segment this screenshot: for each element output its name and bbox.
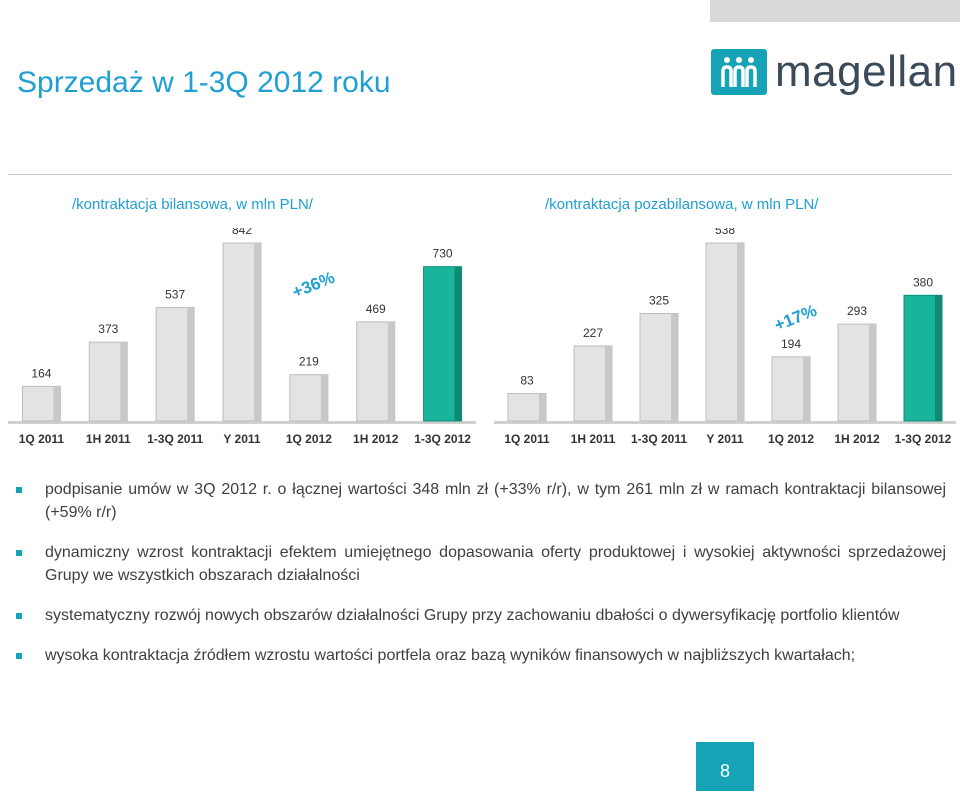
data-label: 325: [649, 293, 669, 307]
bar-shade: [53, 386, 61, 421]
x-tick-label: 1-3Q 2012: [414, 432, 471, 446]
bar-shade: [120, 342, 128, 421]
bullet-list: podpisanie umów w 3Q 2012 r. o łącznej w…: [12, 478, 946, 686]
chart-title-pozabilansowa: /kontraktacja pozabilansowa, w mln PLN/: [545, 196, 819, 213]
data-label: 164: [31, 366, 51, 380]
x-axis-line: [8, 421, 476, 424]
bar-shade: [803, 356, 810, 421]
data-label: 842: [232, 228, 252, 237]
logo-wordmark: magellan: [775, 47, 958, 96]
x-tick-label: 1H 2011: [571, 432, 616, 446]
page-title: Sprzedaż w 1-3Q 2012 roku: [17, 66, 391, 99]
page-number: 8: [696, 742, 754, 791]
top-decor-bar: [710, 0, 960, 22]
bar-shade: [671, 313, 678, 421]
header-divider: [8, 174, 952, 175]
bar-shade: [454, 266, 462, 421]
x-tick-label: 1Q 2012: [768, 432, 814, 446]
data-label: 469: [366, 302, 386, 316]
data-label: 537: [165, 287, 185, 301]
x-tick-label: Y 2011: [223, 432, 260, 446]
chart-title-bilansowa: /kontraktacja bilansowa, w mln PLN/: [72, 196, 313, 213]
data-label: 219: [299, 355, 319, 369]
x-tick-label: 1-3Q 2011: [147, 432, 203, 446]
company-logo: magellan: [711, 45, 960, 99]
bar-shade: [187, 307, 195, 421]
bar-chart-pozabilansowa: 83 1Q 2011 227 1H 2011 325 1-3Q 2011 538 Y 2011…: [494, 228, 956, 446]
data-label: 227: [583, 326, 603, 340]
bullet-marker: [16, 487, 22, 493]
x-tick-label: 1Q 2012: [286, 432, 332, 446]
bar-shade: [869, 324, 876, 421]
data-label: 538: [715, 228, 735, 237]
bar-shade: [935, 295, 942, 421]
bar-shade: [605, 345, 612, 421]
logo-icon: [711, 49, 767, 95]
bar-shade: [254, 243, 261, 421]
data-label: 380: [913, 275, 933, 289]
data-label: 293: [847, 304, 867, 318]
bar-shade: [387, 321, 395, 421]
growth-annotation: +17%: [772, 301, 820, 335]
x-axis-line: [494, 421, 956, 424]
data-label: 83: [520, 374, 534, 388]
data-label: 373: [98, 322, 118, 336]
x-tick-label: 1H 2011: [86, 432, 131, 446]
growth-annotation: +36%: [290, 268, 338, 302]
bar-shade: [320, 374, 328, 421]
bullet-marker: [16, 613, 22, 619]
bullet-item: systematyczny rozwój nowych obszarów dzi…: [12, 604, 946, 627]
bar-shade: [539, 393, 546, 421]
x-tick-label: 1-3Q 2012: [895, 432, 952, 446]
data-label: 194: [781, 337, 801, 351]
x-tick-label: 1Q 2011: [19, 432, 65, 446]
x-tick-label: 1-3Q 2011: [631, 432, 687, 446]
bar-shade: [737, 243, 744, 421]
x-tick-label: 1Q 2011: [504, 432, 550, 446]
x-tick-label: Y 2011: [706, 432, 743, 446]
bar-chart-bilansowa: 164 1Q 2011 373 1H 2011 537 1-3Q 2011 842 Y 201…: [8, 228, 476, 446]
data-label: 730: [433, 247, 453, 261]
bullet-item: wysoka kontraktacja źródłem wzrostu wart…: [12, 644, 946, 667]
x-tick-label: 1H 2012: [834, 432, 880, 446]
bullet-item: podpisanie umów w 3Q 2012 r. o łącznej w…: [12, 478, 946, 524]
bullet-marker: [16, 550, 22, 556]
bullet-item: dynamiczny wzrost kontraktacji efektem u…: [12, 541, 946, 587]
x-tick-label: 1H 2012: [353, 432, 399, 446]
bullet-marker: [16, 653, 22, 659]
